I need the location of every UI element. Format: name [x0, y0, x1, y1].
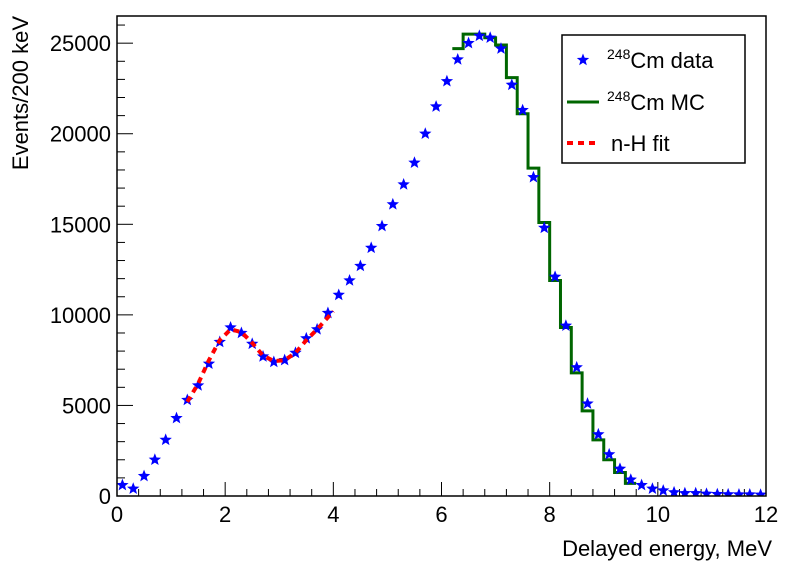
data-point: [700, 487, 713, 496]
series-fit-line: [185, 309, 335, 403]
data-point: [527, 170, 540, 183]
data-point: [624, 473, 637, 485]
data-point: [159, 433, 172, 446]
x-tick-label: 0: [111, 502, 123, 527]
x-tick-label: 2: [219, 502, 231, 527]
data-point: [657, 484, 670, 496]
x-tick-label: 10: [646, 502, 670, 527]
data-point: [732, 488, 746, 496]
data-point: [429, 100, 443, 112]
y-tick-label: 15000: [50, 212, 111, 237]
data-point: [278, 353, 291, 366]
y-tick-label: 5000: [62, 393, 111, 418]
axes: 0 2 4 6 8 10 12 0 5000 10000 15000 20000 25000: [50, 24, 778, 527]
data-point: [581, 397, 594, 409]
data-point: [721, 487, 735, 496]
legend: 248Cm data 248Cm MC n-H fit: [561, 34, 746, 164]
data-point: [667, 485, 681, 496]
data-point: [678, 486, 692, 496]
data-point: [516, 103, 529, 116]
x-tick-label: 6: [435, 502, 447, 527]
data-point: [137, 469, 151, 482]
data-point: [602, 447, 616, 460]
data-point: [646, 482, 659, 495]
y-axis-title: Events/200 keV: [8, 16, 33, 170]
legend-marker-data: [576, 53, 590, 66]
data-point: [592, 427, 605, 440]
data-point: [256, 350, 270, 362]
data-point: [419, 127, 432, 139]
data-point: [473, 29, 486, 42]
y-tick-label: 25000: [50, 31, 111, 56]
data-point: [494, 42, 508, 54]
legend-label: 248Cm MC: [607, 88, 705, 115]
data-point: [289, 346, 302, 359]
data-point: [310, 322, 324, 335]
data-point: [354, 259, 367, 272]
data-point: [689, 486, 702, 496]
data-point: [505, 78, 518, 91]
data-point: [408, 156, 421, 168]
data-point: [451, 52, 464, 65]
legend-label: 248Cm data: [607, 46, 714, 73]
data-point: [127, 482, 140, 495]
data-point: [743, 488, 756, 496]
data-point: [224, 321, 237, 333]
data-point: [635, 478, 648, 491]
data-point: [462, 36, 475, 49]
data-point: [365, 241, 378, 254]
data-point: [397, 177, 410, 190]
y-tick-label: 0: [99, 484, 111, 509]
data-point: [613, 462, 627, 475]
x-axis-title: Delayed energy, MeV: [562, 536, 772, 561]
data-point: [375, 219, 389, 232]
data-point: [267, 355, 281, 368]
x-tick-label: 12: [754, 502, 778, 527]
data-point: [548, 270, 562, 283]
data-point: [483, 31, 497, 43]
data-point: [321, 306, 335, 319]
legend-label: n-H fit: [611, 131, 670, 156]
plot-frame: [116, 15, 767, 497]
data-point: [570, 360, 583, 373]
data-point: [235, 326, 248, 339]
data-point: [343, 273, 356, 286]
data-point: [117, 478, 129, 491]
data-point: [559, 319, 573, 331]
y-tick-label: 20000: [50, 122, 111, 147]
data-point: [538, 221, 551, 234]
data-point: [711, 487, 724, 496]
y-tick-label: 10000: [50, 303, 111, 328]
data-point: [332, 288, 345, 301]
data-point: [148, 453, 162, 466]
data-point: [191, 379, 205, 391]
data-point: [440, 74, 454, 87]
x-tick-label: 8: [544, 502, 556, 527]
data-point: [386, 197, 400, 210]
data-point: [170, 411, 183, 424]
plot-area: [117, 29, 766, 496]
data-point: [754, 488, 766, 496]
x-tick-label: 4: [327, 502, 339, 527]
data-point: [300, 331, 313, 344]
